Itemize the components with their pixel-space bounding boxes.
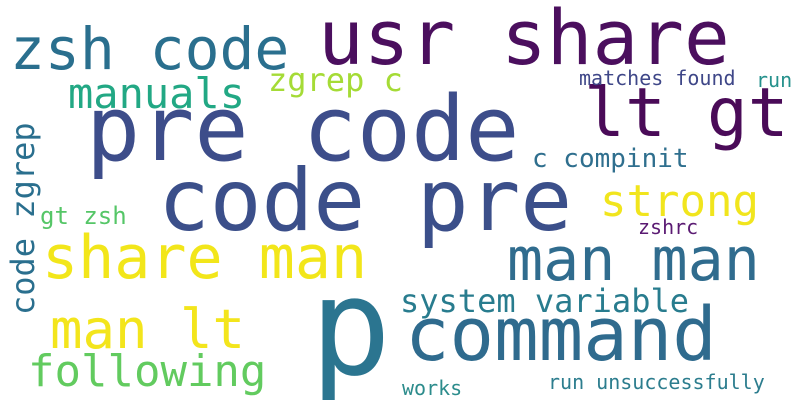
word-code-zgrep: code zgrep [4, 122, 42, 315]
word-works: works [402, 376, 463, 400]
word-c-compinit: c compinit [532, 144, 689, 174]
word-zgrep-c: zgrep c [268, 61, 403, 99]
word-code-pre: code pre [158, 151, 573, 251]
word-share-man: share man [42, 223, 368, 293]
word-matches-found: matches found [579, 66, 736, 90]
word-lt-gt: lt gt [584, 74, 789, 153]
word-man-lt: man lt [50, 298, 246, 361]
word-following: following [28, 346, 267, 397]
word-p: p [310, 249, 392, 400]
word-zsh-code: zsh code [10, 15, 290, 83]
word-gt-zsh: gt zsh [40, 202, 127, 230]
word-usr-share: usr share [318, 0, 730, 82]
word-pre-code: pre code [86, 77, 520, 182]
word-strong: strong [600, 176, 759, 227]
word-manuals: manuals [68, 69, 246, 118]
word-zshrc: zshrc [638, 215, 699, 239]
word-run-unsuccessfully: run unsuccessfully [548, 370, 765, 394]
word-run: run [756, 68, 793, 92]
word-command: command [405, 292, 717, 378]
word-system-variable: system variable [400, 282, 689, 320]
word-man-man: man man [507, 225, 760, 295]
